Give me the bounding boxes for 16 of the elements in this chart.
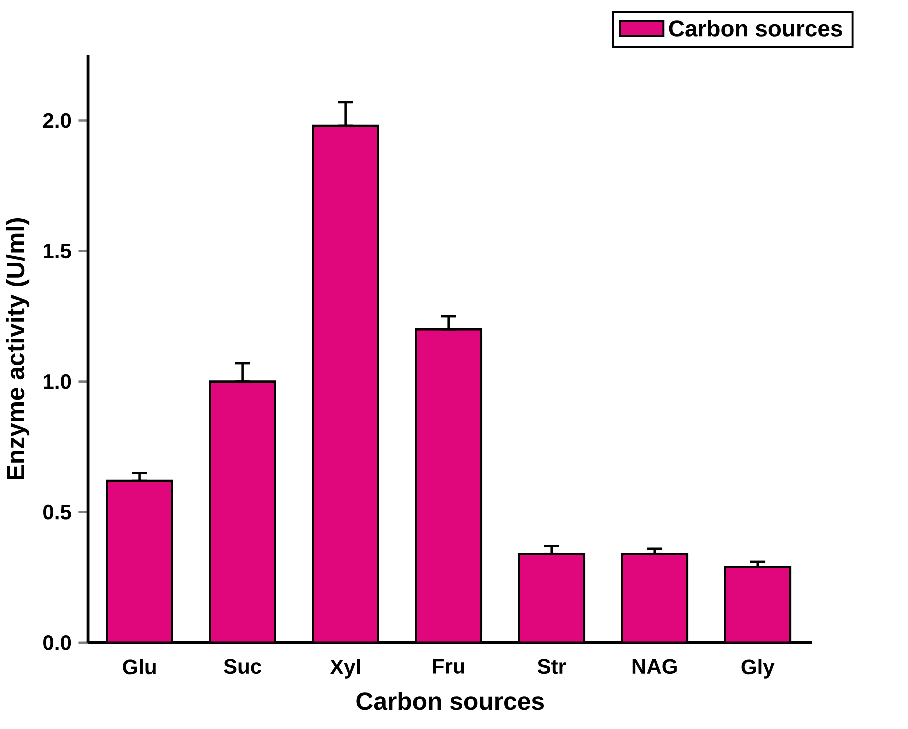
y-tick-label: 0.5: [44, 504, 72, 520]
y-tick-label: 1.5: [44, 244, 72, 259]
y-tick-label: 0.0: [44, 635, 72, 650]
y-axis-title: Enzyme activity (U/ml): [6, 218, 30, 480]
legend-label: Carbon sources: [669, 20, 842, 37]
x-tick-label: NAG: [632, 659, 677, 674]
x-tick-label: Xyl: [330, 659, 360, 679]
x-tick-label: Gly: [742, 659, 775, 679]
x-tick-label: Suc: [224, 659, 262, 674]
x-tick-label: Str: [538, 659, 566, 674]
x-tick-label: Fru: [433, 659, 464, 674]
y-tick-label: 1.0: [44, 374, 72, 390]
y-tick-label: 2.0: [43, 113, 72, 128]
x-tick-label: Glu: [123, 659, 156, 675]
x-axis-title: Carbon sources: [356, 692, 544, 710]
bar: [724, 566, 792, 643]
